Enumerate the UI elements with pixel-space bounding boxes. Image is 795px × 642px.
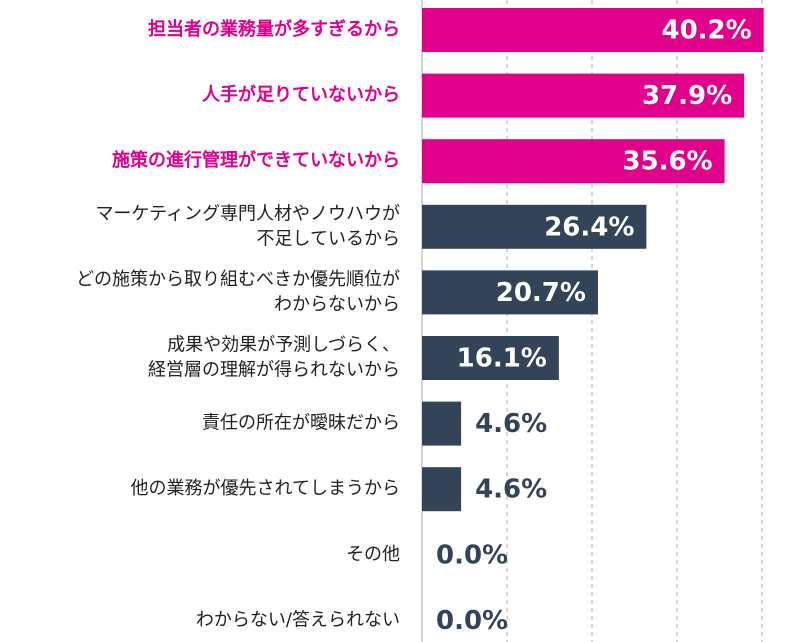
value-label-9: 0.0% xyxy=(436,540,508,570)
value-label-8: 4.6% xyxy=(475,475,547,505)
value-label-4: 26.4% xyxy=(544,212,634,242)
value-label-6: 16.1% xyxy=(457,344,547,374)
category-label-4-line-2: 不足しているから xyxy=(257,228,400,249)
value-label-7: 4.6% xyxy=(475,409,547,439)
category-label-9: その他 xyxy=(346,544,400,565)
category-label-6-line-1: 成果や効果が予測しづらく、 xyxy=(167,335,400,356)
category-label-8: 他の業務が優先されてしまうから xyxy=(131,478,400,499)
value-label-5: 20.7% xyxy=(496,278,586,308)
value-label-1: 40.2% xyxy=(661,16,751,46)
category-label-5-line-1: どの施策から取り組むべきか優先順位が xyxy=(76,269,400,290)
bar-5 xyxy=(422,270,598,315)
category-label-6-line-2: 経営層の理解が得られないから xyxy=(148,360,400,381)
bar-7 xyxy=(422,401,462,446)
bar-3 xyxy=(422,139,725,184)
bar-2 xyxy=(422,73,745,118)
category-label-10: わからない/答えられない xyxy=(196,609,400,630)
bar-6 xyxy=(422,336,559,380)
bar-4 xyxy=(422,204,647,249)
category-label-4-line-1: マーケティング専門人材やノウハウが xyxy=(95,203,400,224)
value-label-2: 37.9% xyxy=(642,81,732,111)
category-label-7: 責任の所在が曖昧だから xyxy=(202,413,400,434)
category-label-2: 人手が足りていないから xyxy=(202,84,400,106)
category-label-1: 担当者の業務量が多すぎるから xyxy=(148,18,400,40)
category-labels: 担当者の業務量が多すぎるから人手が足りていないから施策の進行管理ができていないか… xyxy=(76,18,400,630)
bar-1 xyxy=(422,8,764,52)
category-label-5-line-2: わからないから xyxy=(274,294,400,315)
value-label-10: 0.0% xyxy=(436,606,508,636)
bar-8 xyxy=(422,467,462,512)
value-label-3: 35.6% xyxy=(622,147,712,177)
bars xyxy=(422,8,764,512)
value-labels: 40.2% 37.9% 35.6% 26.4% 20.7% 16.1% 4.6% 4.6% 0.… xyxy=(436,16,752,636)
category-label-3: 施策の進行管理ができていないから xyxy=(112,149,400,171)
